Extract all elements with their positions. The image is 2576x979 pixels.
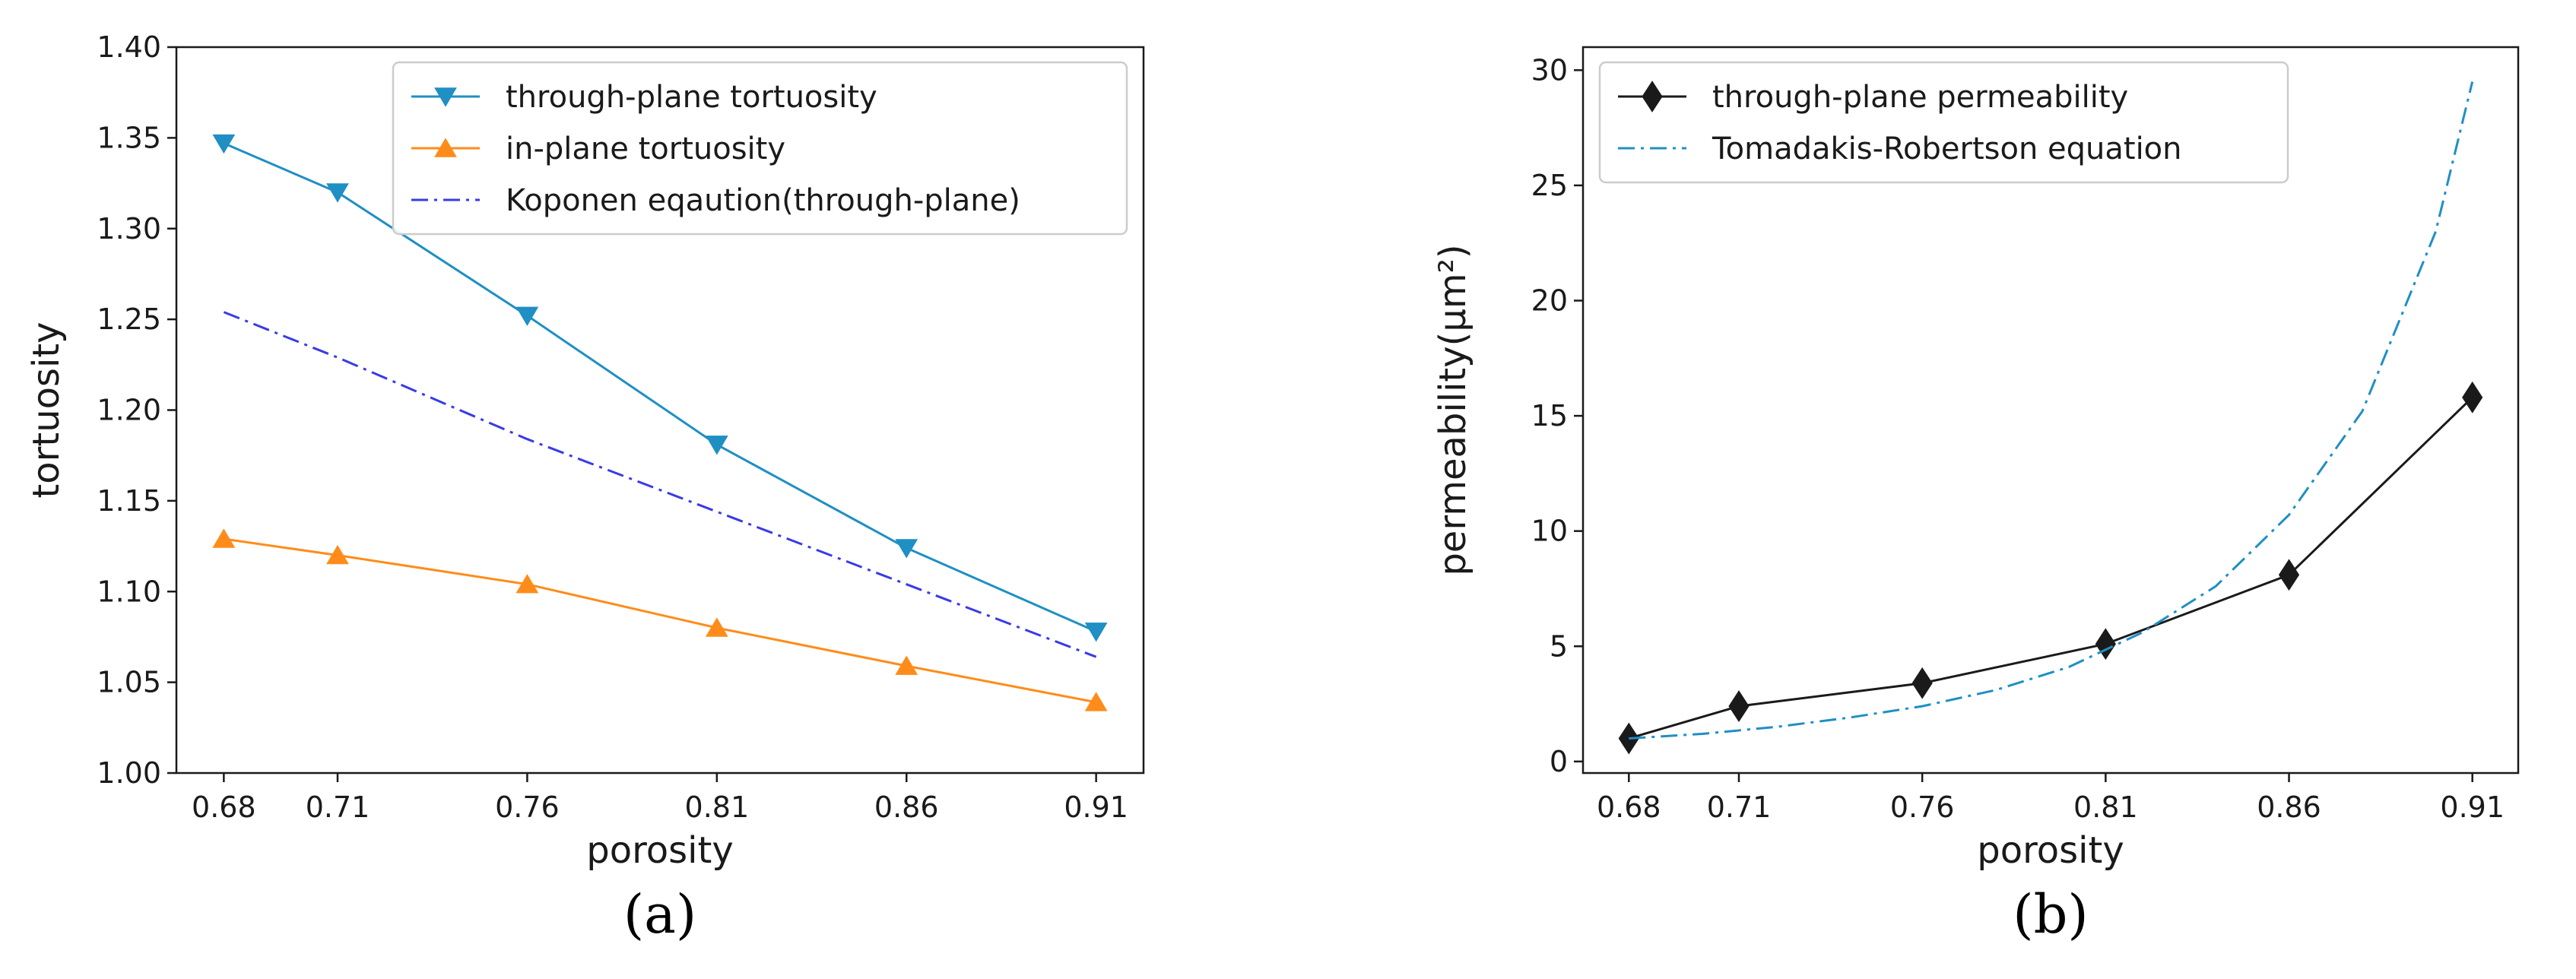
- series-1-point: [1084, 623, 1108, 642]
- plot-frame: [1581, 46, 2520, 775]
- x-axis-label: porosity: [586, 829, 733, 872]
- y-tick-label: 15: [1531, 399, 1568, 432]
- x-axis-label: porosity: [1977, 829, 2124, 872]
- legend-marker: [434, 138, 457, 157]
- series-line-2: [224, 537, 1096, 704]
- y-tick-label: 5: [1550, 629, 1568, 663]
- y-tick-label: 1.00: [97, 756, 161, 790]
- panel-label: (b): [2013, 883, 2088, 946]
- y-tick-label: 25: [1531, 169, 1568, 202]
- y-tick-label: 10: [1531, 515, 1568, 548]
- y-tick-label: 20: [1531, 284, 1568, 317]
- x-tick-label: 0.68: [1597, 790, 1661, 824]
- legend-marker: [434, 87, 457, 107]
- x-tick-label: 0.86: [2257, 790, 2321, 824]
- chart-a: 1.00 1.05 1.10 1.15 1.20 1.25 1.30 1.35 1.40 0.68…: [25, 30, 1145, 946]
- x-tick-label: 0.71: [306, 790, 370, 824]
- legend-marker: [1642, 81, 1663, 112]
- series-1-point: [705, 436, 728, 455]
- x-tick-label: 0.68: [192, 790, 256, 824]
- series-2-point: [326, 544, 349, 565]
- y-tick-label: 1.40: [97, 30, 161, 64]
- series-line-1: [223, 142, 1097, 633]
- series-1-point: [1618, 722, 1639, 755]
- x-tick-label: 0.81: [2073, 790, 2138, 824]
- y-tick-label: 1.10: [97, 575, 161, 608]
- y-tick-label: 1.25: [97, 303, 161, 336]
- x-tick-label: 0.76: [495, 790, 560, 824]
- series-1-point: [2095, 628, 2116, 661]
- series-1-point: [516, 306, 539, 326]
- series-2-point: [1084, 692, 1108, 711]
- series-1-point: [1728, 690, 1750, 722]
- legend-label: Koponen eqaution(through-plane): [506, 183, 1020, 218]
- x-tick-label: 0.71: [1707, 790, 1772, 824]
- series-line-3: [223, 311, 1097, 658]
- legend-label: in-plane tortuosity: [506, 131, 785, 166]
- series-1-point: [895, 539, 918, 559]
- x-tick-label: 0.81: [685, 790, 750, 824]
- x-tick-label: 0.76: [1890, 790, 1955, 824]
- y-tick-label: 1.05: [97, 666, 161, 699]
- y-axis-label: tortuosity: [25, 322, 68, 498]
- y-tick-label: 1.30: [97, 212, 161, 246]
- panel-label: (a): [623, 883, 696, 946]
- legend-box: [1598, 61, 2289, 184]
- legend-label: through-plane tortuosity: [506, 80, 877, 115]
- y-axis-label: permeability(μm²): [1432, 244, 1474, 575]
- series-1-point: [1911, 667, 1933, 699]
- series-2-point: [895, 655, 918, 675]
- legend: through-plane permeability Tomadakis-Robe…: [1598, 61, 2289, 184]
- y-tick-label: 1.15: [97, 484, 161, 518]
- series-line-2: [1629, 81, 2474, 740]
- legend-box: [392, 61, 1128, 236]
- y-tick-label: 1.35: [97, 121, 161, 154]
- legend: through-plane tortuosity in-plane tortuos…: [392, 61, 1128, 236]
- series-2-point: [516, 574, 539, 594]
- series-1-point: [2462, 381, 2483, 413]
- x-tick-label: 0.86: [874, 790, 939, 824]
- series-1-point: [2278, 559, 2300, 591]
- legend-label: through-plane permeability: [1712, 80, 2128, 115]
- series-1-point: [326, 183, 349, 203]
- x-tick-label: 0.91: [2440, 790, 2505, 824]
- chart-b: 0 5 10 15 20 25 30 0.68 0.71 0.76 0.81 0.86 0.91 poro…: [1432, 46, 2520, 946]
- series-2-point: [212, 528, 236, 548]
- series-line-1: [1628, 396, 2473, 740]
- legend-label: Tomadakis-Robertson equation: [1712, 131, 2182, 166]
- y-tick-label: 0: [1550, 745, 1568, 778]
- y-tick-label: 1.20: [97, 394, 161, 427]
- series-2-point: [705, 617, 728, 637]
- x-tick-label: 0.91: [1064, 790, 1128, 824]
- y-tick-label: 30: [1531, 53, 1568, 87]
- series-1-point: [212, 134, 236, 154]
